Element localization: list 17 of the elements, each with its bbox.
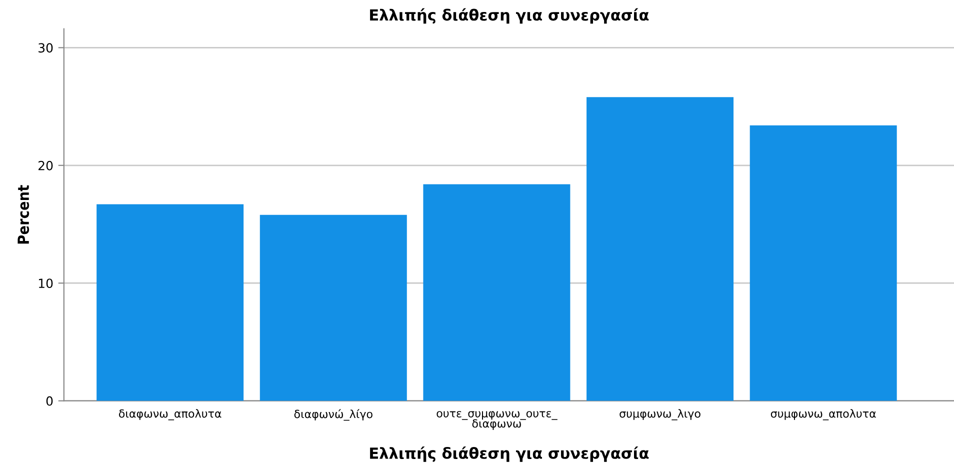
x-tick-label: συμφωνω_λιγο	[620, 409, 700, 420]
y-tick-label: 10	[38, 278, 53, 288]
x-tick-label: διαφωνώ_λίγο	[294, 409, 372, 421]
x-tick-label: ουτε_συμφωνω_ουτε_ διαφωνω	[436, 411, 558, 430]
chart-title: Ελλιπής διάθεση για συνεργασία	[370, 8, 649, 24]
bar	[586, 97, 734, 401]
y-tick-label: 0	[46, 396, 53, 406]
x-axis-title: Ελλιπής διάθεση για συνεργασία	[370, 446, 649, 462]
y-tick-label: 30	[38, 43, 53, 53]
bar	[423, 184, 570, 401]
bar	[96, 204, 244, 401]
y-tick-label: 20	[38, 160, 53, 170]
bar	[260, 214, 407, 401]
x-tick-label: διαφωνω_απολυτα	[118, 409, 222, 420]
y-axis-title: Percent	[18, 185, 30, 244]
x-tick-label: συμφωνω_απολυτα	[770, 409, 876, 420]
bar	[750, 125, 897, 401]
